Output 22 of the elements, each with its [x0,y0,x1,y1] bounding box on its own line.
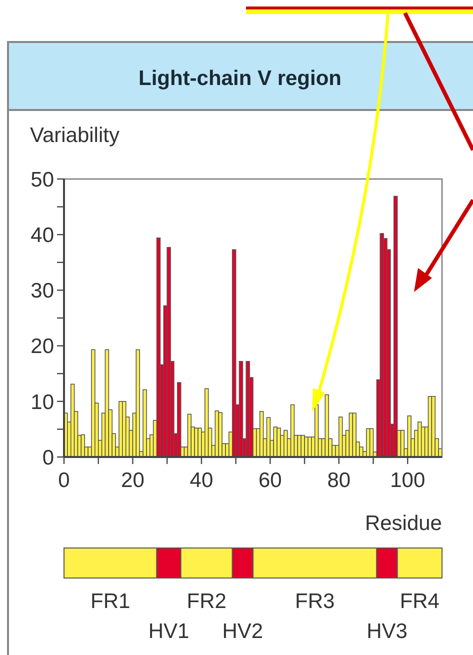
x-tick-label: 20 [121,469,144,492]
text: FR1 [90,590,130,613]
y-tick-label: 30 [30,280,54,303]
text: HV1 [148,620,190,643]
y-axis-title: Variability [30,124,120,147]
text: FR3 [295,590,335,613]
x-tick-label: 0 [58,469,70,492]
x-tick-label: 80 [327,469,351,492]
y-tick-label: 20 [30,335,54,358]
x-tick-label: 100 [390,469,426,492]
x-axis-title: Residue [364,512,442,535]
text: FR2 [186,590,226,613]
text: FR4 [400,590,440,613]
x-tick-label: 40 [190,469,214,492]
text: HV3 [366,620,408,643]
y-tick-label: 10 [30,390,54,414]
y-tick-label: 0 [42,446,54,470]
chart-title: Light-chain V region [138,67,342,90]
y-tick-label: 50 [30,168,54,192]
x-tick-label: 60 [258,469,282,492]
y-tick-label: 40 [30,224,54,247]
text: HV2 [222,620,264,643]
